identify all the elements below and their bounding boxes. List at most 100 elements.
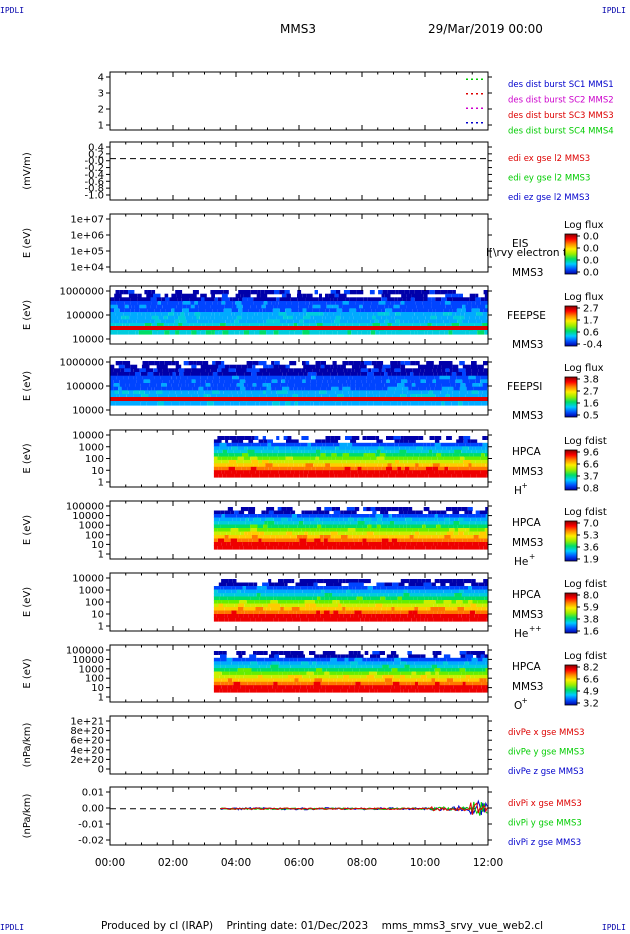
- spectrogram-cell: [406, 524, 411, 529]
- spectrogram-cell: [392, 466, 398, 471]
- spectrogram-cell: [207, 386, 212, 391]
- spectrogram-cell: [365, 459, 370, 464]
- spectrogram-cell: [224, 610, 232, 615]
- spectrogram-cell: [191, 368, 198, 373]
- spectrogram-cell: [423, 582, 432, 587]
- species-charge: +: [522, 481, 528, 490]
- spectrogram-cell: [404, 361, 411, 366]
- spectrogram-cell: [333, 510, 341, 515]
- spectrogram-cell: [456, 603, 461, 608]
- spectrogram-cell: [320, 610, 324, 615]
- spectrogram-cell: [258, 614, 266, 619]
- y-tick-label: 0.4: [88, 143, 104, 154]
- spectrogram-cell: [441, 596, 445, 601]
- spectrogram-cell: [485, 449, 488, 454]
- spectrogram-cell: [366, 657, 371, 662]
- spectrogram-cell: [278, 364, 286, 369]
- spectrogram-cell: [231, 308, 239, 313]
- spectrogram-cell: [278, 579, 284, 584]
- spectrogram-cell: [281, 517, 288, 522]
- spectrogram-cell: [320, 453, 326, 458]
- spectrogram-cell: [470, 456, 477, 461]
- spectrogram-cell: [381, 545, 390, 550]
- spectrogram-cell: [228, 617, 236, 622]
- spectrogram-cell: [463, 586, 468, 591]
- spectrogram-cell: [483, 308, 487, 313]
- spectrogram-cell: [263, 651, 268, 655]
- spectrogram-cell: [296, 456, 301, 461]
- spectrogram-cell: [244, 473, 252, 478]
- spectrogram-cell: [330, 463, 338, 468]
- spectrogram-cell: [286, 372, 292, 377]
- spectrogram-cell: [303, 453, 311, 458]
- spectrogram-cell: [290, 664, 296, 669]
- spectrogram-cell: [476, 473, 483, 478]
- spectrogram-cell: [331, 379, 339, 384]
- spectrogram-cell: [438, 466, 445, 471]
- spectrogram-cell: [356, 290, 364, 295]
- spectrogram-cell: [278, 463, 284, 468]
- spectrogram-cell: [306, 664, 311, 669]
- spectrogram-cell: [334, 668, 339, 673]
- spectrogram-cell: [159, 361, 165, 366]
- date-title: 29/Mar/2019 00:00: [428, 22, 543, 36]
- spectrogram-cell: [245, 535, 252, 540]
- spectrogram-cell: [115, 290, 120, 295]
- spectrogram-cell: [258, 459, 262, 464]
- spectrogram-cell: [362, 657, 367, 662]
- spectrogram-cell: [320, 596, 325, 601]
- spectrogram-cell: [311, 394, 316, 399]
- spectrogram-cell: [273, 517, 281, 522]
- spectrogram-cell: [380, 610, 387, 615]
- spectrogram-cell: [335, 661, 340, 666]
- spectrogram-cell: [465, 542, 473, 547]
- legend-entry: des dist burst SC1 MMS1: [508, 80, 614, 90]
- spectrogram-cell: [425, 466, 433, 471]
- spectrogram-cell: [300, 582, 308, 587]
- spectrogram-cell: [377, 312, 385, 317]
- spectrogram-cell: [433, 674, 439, 679]
- spectrogram-cell: [397, 688, 401, 693]
- spectrogram-cell: [293, 524, 298, 529]
- spectrogram-cell: [377, 593, 384, 598]
- spectrogram-cell: [316, 528, 320, 533]
- spectrogram-cell: [330, 531, 338, 536]
- spectrogram-cell: [432, 614, 440, 619]
- spectrogram-cell: [435, 297, 442, 302]
- y-tick-label: 1e+06: [70, 231, 104, 242]
- spectrogram-cell: [130, 297, 138, 302]
- spectrogram-cell: [283, 657, 290, 662]
- spectrogram-cell: [417, 293, 424, 298]
- spectrogram-cell: [241, 538, 249, 543]
- spectrogram-cell: [446, 446, 452, 451]
- spectrogram-cell: [372, 473, 380, 478]
- spectrogram-cell: [458, 661, 465, 666]
- spectrogram-cell: [118, 390, 122, 395]
- spectrogram-cell: [476, 312, 483, 317]
- spectrogram-cell: [283, 607, 288, 612]
- spectrogram-cell: [261, 661, 268, 666]
- spectrogram-cell: [470, 473, 477, 478]
- spectrogram-cell: [214, 297, 218, 302]
- spectrogram-cell: [397, 308, 402, 313]
- spectrogram-cell: [342, 470, 351, 475]
- spectrogram-cell: [162, 372, 170, 377]
- spectrogram-cell: [289, 442, 295, 447]
- spectrogram-cell: [394, 449, 400, 454]
- spectrogram-cell: [299, 538, 307, 543]
- spectrogram-cell: [130, 364, 138, 369]
- spectrogram-cell: [435, 657, 440, 662]
- spacecraft-label: MMS3: [512, 410, 543, 422]
- spectrogram-cell: [267, 524, 272, 529]
- spectrogram-cell: [365, 545, 372, 550]
- spectrogram-cell: [293, 657, 298, 662]
- y-tick-label: 1000: [79, 442, 104, 453]
- spectrogram-cell: [332, 600, 337, 605]
- spectrogram-cell: [310, 685, 314, 690]
- spectrogram-cell: [236, 582, 241, 587]
- spectrogram-cell: [421, 390, 429, 395]
- spectrogram-cell: [364, 308, 372, 313]
- spectrogram-cell: [390, 383, 398, 388]
- spectrogram-cell: [355, 436, 360, 440]
- spectrogram-cell: [260, 386, 267, 391]
